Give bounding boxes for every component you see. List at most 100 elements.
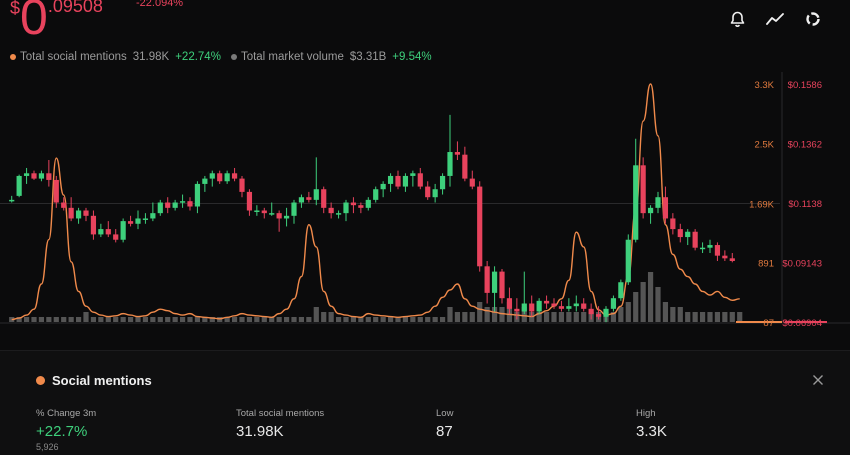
candle-body <box>365 199 371 208</box>
panel-title-text: Social mentions <box>52 373 152 388</box>
legend-volume[interactable]: Total market volume $3.31B +9.54% <box>230 51 432 63</box>
volume-bar <box>469 312 475 322</box>
candle-body <box>373 189 379 200</box>
candle-body <box>179 201 186 203</box>
volume-bar <box>254 317 260 322</box>
trend-icon[interactable] <box>766 10 784 28</box>
mentions-current-marker <box>736 321 782 323</box>
candle-body <box>447 152 453 176</box>
price-axis-tick: $0.06904 <box>782 318 822 329</box>
volume-bar <box>187 317 193 322</box>
volume-bar <box>335 317 342 322</box>
price-currency: $ <box>10 0 21 18</box>
volume-bar <box>83 312 89 322</box>
legend-social[interactable]: Total social mentions 31.98K +22.74% <box>10 51 221 63</box>
volume-bar <box>261 317 267 322</box>
candle-body <box>425 186 431 198</box>
candle-body <box>254 210 260 212</box>
candle-body <box>558 306 565 309</box>
candle-body <box>655 197 661 208</box>
candle-body <box>165 202 171 208</box>
legend-social-dot <box>10 54 16 60</box>
volume-bar <box>269 317 275 322</box>
candle-body <box>499 271 505 299</box>
volume-bar <box>484 307 490 322</box>
volume-bar <box>439 317 446 322</box>
candle-body <box>417 173 423 187</box>
volume-bar <box>387 317 394 322</box>
close-icon[interactable] <box>812 373 824 385</box>
volume-bar <box>432 317 438 322</box>
candle-body <box>105 229 111 235</box>
candle-body <box>484 266 490 293</box>
candle-body <box>514 308 520 312</box>
bell-icon[interactable] <box>728 10 746 28</box>
candle-body <box>685 231 691 238</box>
candle-body <box>491 271 498 293</box>
candle-body <box>722 255 728 259</box>
volume-bar <box>640 282 646 322</box>
stat-high-label: High <box>636 408 656 419</box>
volume-bar <box>165 317 171 322</box>
panel-title-dot <box>36 376 45 385</box>
candle-body <box>90 215 97 235</box>
candle-body <box>432 189 438 198</box>
volume-bar <box>343 317 349 322</box>
volume-bar <box>31 317 37 322</box>
stat-total: Total social mentions 31.98K <box>236 408 324 440</box>
volume-bar <box>685 312 691 322</box>
price-display: $ 0 .09508 <box>10 0 103 42</box>
volume-bar <box>647 272 654 322</box>
price-mentions-chart[interactable]: 3.3K 2.5K 1.69K 891 87 $0.1586 $0.1362 $0.1138 $… <box>0 72 850 330</box>
volume-bar <box>120 317 126 322</box>
candle-body <box>120 221 126 240</box>
volume-bar <box>536 312 542 322</box>
volume-bar <box>610 312 617 322</box>
candle-body <box>521 303 527 312</box>
candle-body <box>202 178 208 184</box>
legend-volume-value: $3.31B <box>349 51 387 63</box>
candle-body <box>439 175 446 190</box>
candle-body <box>313 189 319 200</box>
ring-chart-icon[interactable] <box>804 10 822 28</box>
volume-bar <box>179 317 186 322</box>
volume-bar <box>313 307 319 322</box>
legend-social-change: +22.74% <box>175 51 221 63</box>
candle-body <box>231 173 238 179</box>
candle-body <box>699 247 706 250</box>
candle-body <box>618 282 624 299</box>
stat-high: High 3.3K <box>636 408 667 440</box>
stat-low: Low 87 <box>436 408 453 440</box>
volume-bar <box>618 307 624 322</box>
volume-bar <box>462 312 468 322</box>
volume-bar <box>358 317 364 322</box>
candle-body <box>610 298 617 309</box>
candle-body <box>9 199 15 202</box>
volume-bar <box>707 312 713 322</box>
candle-body <box>306 197 312 200</box>
volume-bar <box>581 312 587 322</box>
candle-body <box>217 173 223 182</box>
candle-body <box>157 202 163 214</box>
candle-body <box>395 175 401 187</box>
volume-bar <box>202 317 208 322</box>
legend-social-value: 31.98K <box>132 51 170 63</box>
volume-bar <box>150 317 156 322</box>
candle-body <box>640 165 646 214</box>
volume-bar <box>61 317 67 322</box>
candle-body <box>224 173 230 182</box>
volume-bar <box>425 317 431 322</box>
candle-body <box>402 175 409 187</box>
candle-body <box>127 221 134 224</box>
candle-body <box>246 191 253 211</box>
price-change: -22.094% <box>136 0 184 9</box>
candle-body <box>506 298 513 309</box>
legend-social-label: Total social mentions <box>20 51 127 63</box>
candle-body <box>647 207 654 214</box>
volume-bar <box>105 317 111 322</box>
social-mentions-panel: Social mentions % Change 3m +22.7% 5,926… <box>0 350 850 455</box>
volume-bar <box>625 302 631 322</box>
candle-body <box>595 314 602 317</box>
candle-body <box>283 215 290 219</box>
stat-change-value: +22.7% <box>36 423 88 440</box>
